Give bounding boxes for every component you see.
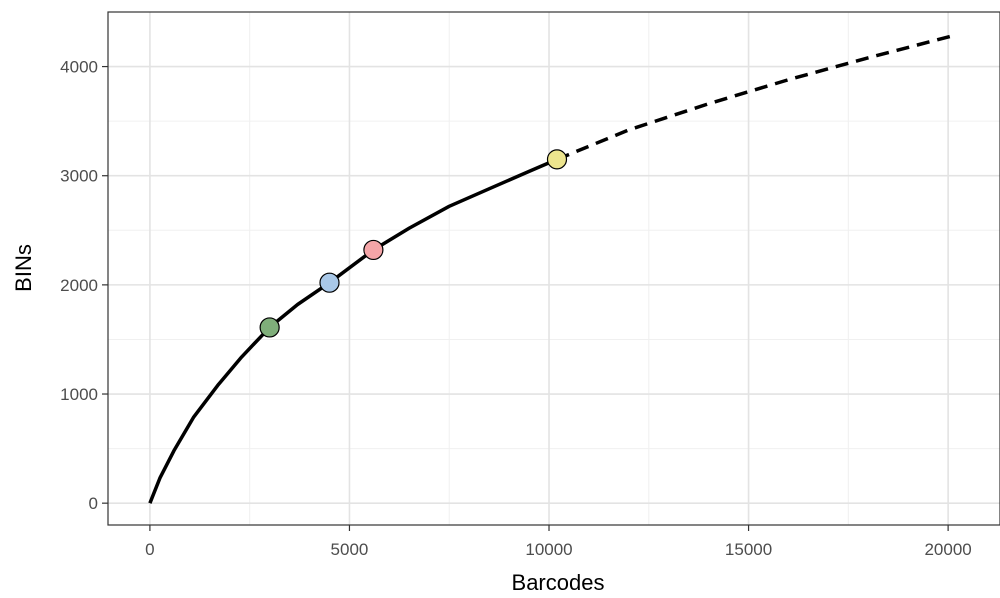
x-tick-label: 0 bbox=[145, 540, 154, 559]
extrapolated-curve-line bbox=[556, 33, 957, 162]
y-tick-label: 2000 bbox=[60, 276, 98, 295]
plot-panel-border bbox=[107, 11, 1000, 526]
highlight-points bbox=[259, 149, 568, 338]
x-tick-label: 10000 bbox=[525, 540, 572, 559]
y-axis-title: BINs bbox=[11, 244, 36, 292]
data-point bbox=[319, 272, 340, 293]
series-lines bbox=[148, 33, 957, 504]
x-axis-ticks: 0 5000 10000 15000 20000 bbox=[145, 525, 972, 559]
y-tick-label: 0 bbox=[89, 494, 98, 513]
interpolated-curve-line bbox=[148, 157, 558, 504]
x-tick-label: 5000 bbox=[331, 540, 369, 559]
x-tick-label: 20000 bbox=[924, 540, 971, 559]
y-tick-label: 1000 bbox=[60, 385, 98, 404]
y-tick-label: 3000 bbox=[60, 167, 98, 186]
data-point bbox=[546, 149, 568, 170]
plot-panel-background bbox=[108, 12, 1000, 525]
data-point bbox=[363, 239, 384, 261]
x-axis-title: Barcodes bbox=[512, 570, 605, 595]
x-tick-label: 15000 bbox=[725, 540, 772, 559]
y-axis-ticks: 0 1000 2000 3000 4000 bbox=[60, 58, 108, 513]
y-tick-label: 4000 bbox=[60, 58, 98, 77]
data-point bbox=[259, 317, 280, 338]
